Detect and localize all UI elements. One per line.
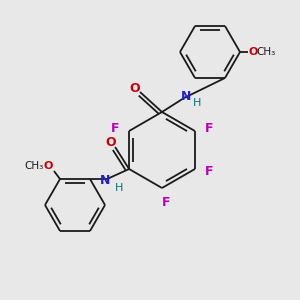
Text: F: F [205,122,213,136]
Text: H: H [115,183,123,193]
Text: O: O [130,82,140,94]
Text: N: N [181,89,191,103]
Text: O: O [248,47,258,57]
Text: F: F [111,122,119,136]
Text: O: O [106,136,116,148]
Text: CH₃: CH₃ [256,47,276,57]
Text: F: F [162,196,170,208]
Text: F: F [205,164,213,178]
Text: N: N [100,175,110,188]
Text: H: H [193,98,201,108]
Text: O: O [43,161,53,171]
Text: CH₃: CH₃ [24,161,44,171]
